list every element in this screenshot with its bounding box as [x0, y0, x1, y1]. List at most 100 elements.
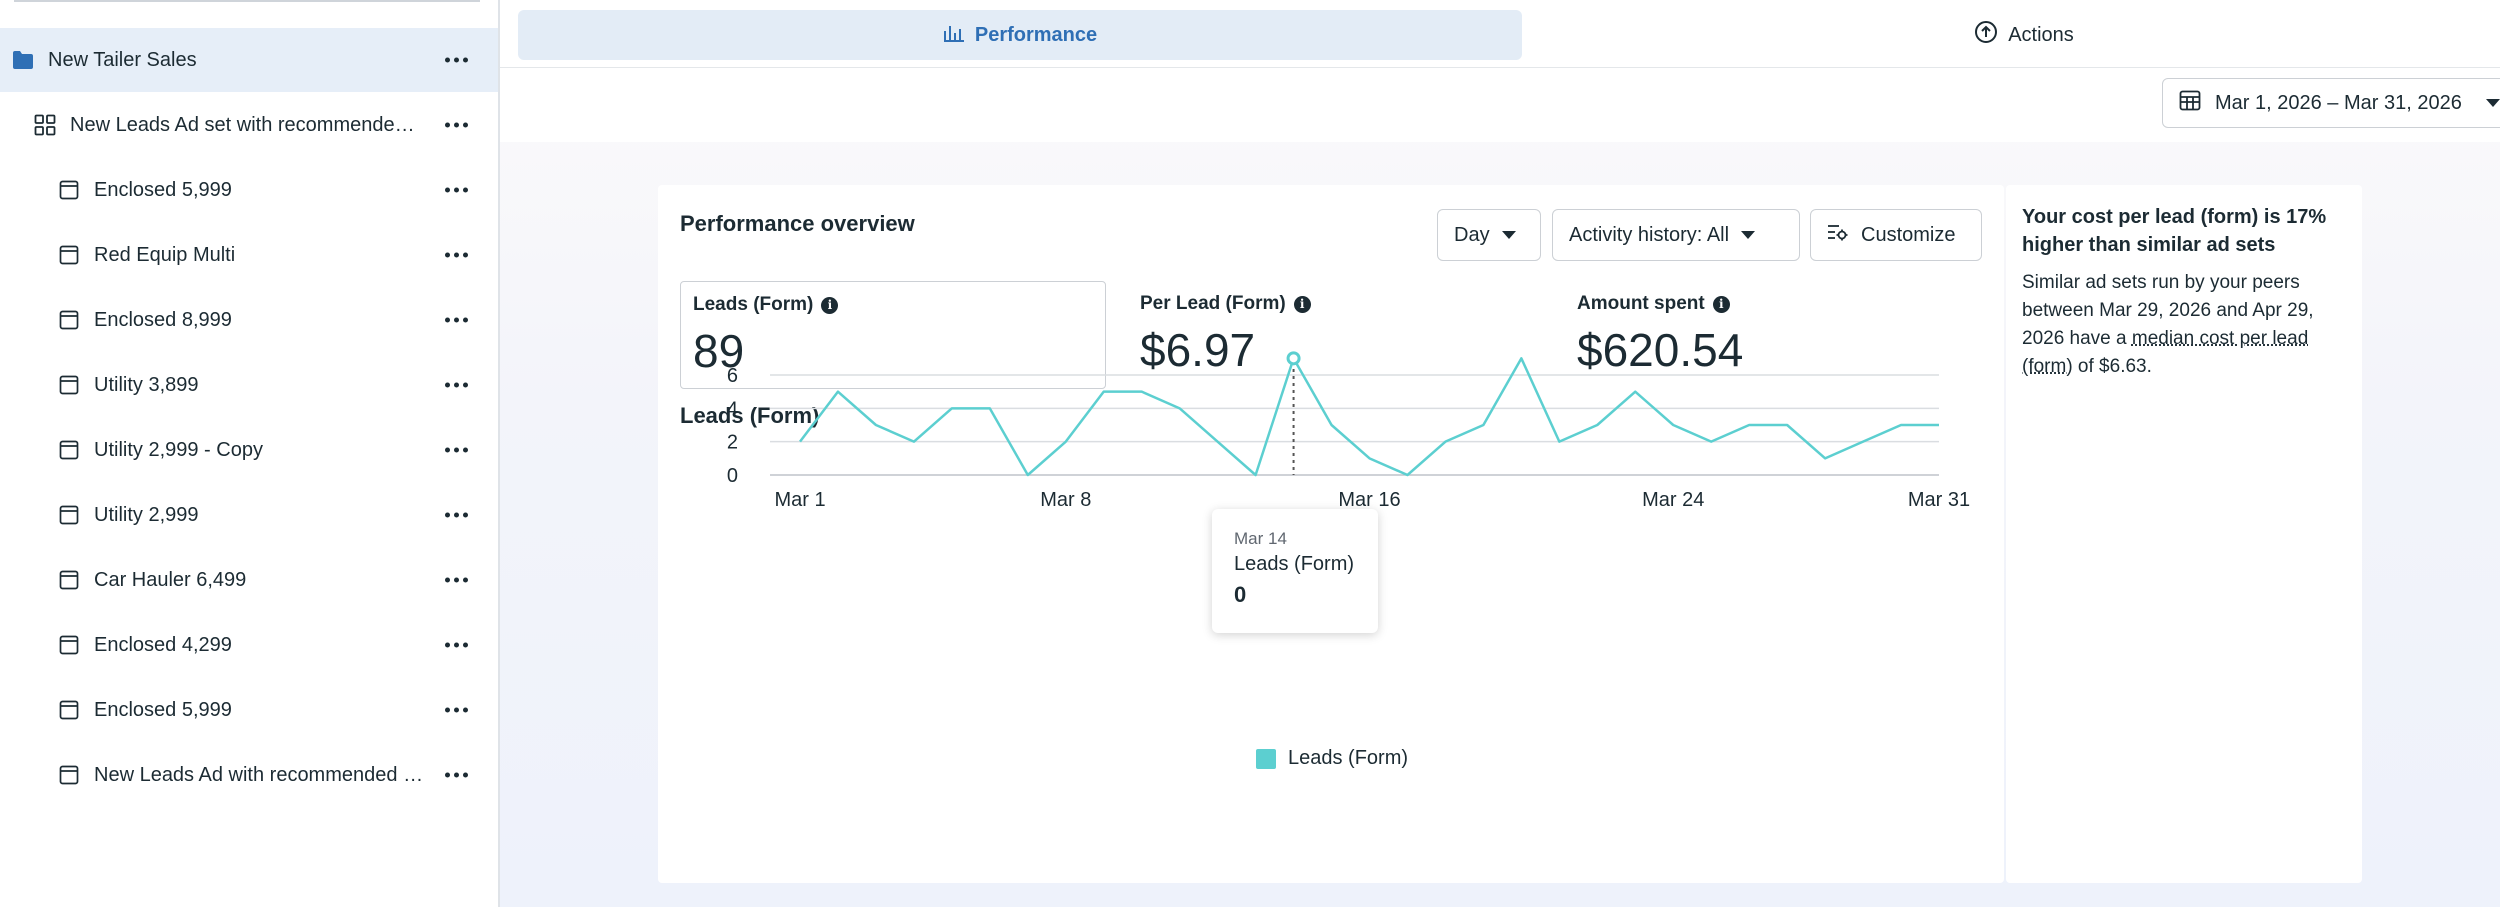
calendar-icon — [2179, 89, 2201, 117]
grid-icon — [34, 114, 56, 136]
main-content: Mar 1, 2026 – Mar 31, 2026 Performance o… — [500, 68, 2500, 907]
more-options-icon[interactable] — [445, 318, 468, 323]
data-point — [1442, 439, 1448, 445]
ad-icon — [58, 699, 80, 721]
date-range-label: Mar 1, 2026 – Mar 31, 2026 — [2215, 92, 2462, 115]
data-point — [1670, 422, 1676, 428]
data-point — [1746, 422, 1752, 428]
sidebar-item-label: Enclosed 5,999 — [94, 179, 232, 202]
x-tick-label: Mar 1 — [774, 489, 825, 511]
sidebar: New Tailer Sales New Leads Ad set with r… — [0, 0, 500, 907]
sidebar-item-label: Utility 3,899 — [94, 374, 199, 397]
sidebar-item-adset[interactable]: New Leads Ad set with recommended settin… — [0, 93, 498, 157]
sidebar-divider — [14, 0, 480, 2]
data-point — [1253, 472, 1259, 478]
sidebar-item-ad[interactable]: Red Equip Multi — [0, 223, 498, 287]
ad-icon — [58, 569, 80, 591]
ad-icon — [58, 764, 80, 786]
sidebar-item-ad[interactable]: New Leads Ad with recommended settings — [0, 743, 498, 807]
ad-icon — [58, 179, 80, 201]
more-options-icon[interactable] — [445, 253, 468, 258]
sidebar-item-campaign[interactable]: New Tailer Sales — [0, 28, 498, 92]
more-options-icon[interactable] — [445, 513, 468, 518]
sidebar-item-label: Enclosed 5,999 — [94, 699, 232, 722]
data-point — [1860, 439, 1866, 445]
insight-title: Your cost per lead (form) is 17% higher … — [2022, 203, 2346, 259]
y-tick-label: 6 — [727, 365, 738, 387]
sidebar-item-label: Enclosed 8,999 — [94, 309, 232, 332]
sidebar-item-ad[interactable]: Enclosed 4,299 — [0, 613, 498, 677]
tab-actions[interactable]: Actions — [1522, 10, 2500, 60]
sidebar-item-label: New Leads Ad with recommended settings — [94, 764, 424, 787]
y-tick-label: 0 — [727, 465, 738, 487]
more-options-icon[interactable] — [445, 773, 468, 778]
sidebar-item-label: Car Hauler 6,499 — [94, 569, 246, 592]
data-point — [797, 439, 803, 445]
data-point — [1518, 355, 1524, 361]
ad-icon — [58, 634, 80, 656]
more-options-icon[interactable] — [445, 643, 468, 648]
data-point — [1594, 422, 1600, 428]
sidebar-item-ad[interactable]: Utility 2,999 - Copy — [0, 418, 498, 482]
sidebar-item-label: New Tailer Sales — [48, 49, 197, 72]
more-options-icon[interactable] — [445, 578, 468, 583]
tooltip-series: Leads (Form) — [1234, 553, 1356, 576]
insight-text: of $6.63. — [2073, 356, 2152, 377]
data-point — [1898, 422, 1904, 428]
sidebar-item-ad[interactable]: Enclosed 5,999 — [0, 678, 498, 742]
legend-swatch — [1256, 749, 1276, 769]
data-point — [835, 389, 841, 395]
data-point — [1936, 422, 1942, 428]
more-options-icon[interactable] — [445, 383, 468, 388]
data-point — [873, 422, 879, 428]
sidebar-item-label: Red Equip Multi — [94, 244, 235, 267]
data-point — [1139, 389, 1145, 395]
tab-label: Performance — [975, 24, 1097, 47]
data-point — [1556, 439, 1562, 445]
more-options-icon[interactable] — [445, 448, 468, 453]
data-point — [1708, 439, 1714, 445]
data-point — [1329, 422, 1335, 428]
x-tick-label: Mar 24 — [1642, 489, 1704, 511]
date-bar: Mar 1, 2026 – Mar 31, 2026 — [500, 68, 2500, 142]
tab-label: Actions — [2008, 24, 2074, 47]
arrow-up-circle-icon — [1974, 20, 1998, 50]
leads-line-chart: 0 2 4 6 Mar 1 Mar 8 Mar 16 Mar 24 Mar 31 — [658, 185, 2004, 785]
data-point — [1632, 389, 1638, 395]
date-range-picker[interactable]: Mar 1, 2026 – Mar 31, 2026 — [2162, 78, 2500, 128]
chevron-down-icon — [2486, 99, 2500, 107]
more-options-icon[interactable] — [445, 708, 468, 713]
tab-performance[interactable]: Performance — [518, 10, 1522, 60]
data-point — [1101, 389, 1107, 395]
data-point — [1177, 405, 1183, 411]
x-tick-label: Mar 16 — [1338, 489, 1400, 511]
data-point — [911, 439, 917, 445]
data-point — [1822, 455, 1828, 461]
data-point — [1404, 472, 1410, 478]
data-point — [1025, 472, 1031, 478]
more-options-icon[interactable] — [445, 123, 468, 128]
highlight-point — [1288, 353, 1299, 364]
sidebar-item-ad[interactable]: Utility 3,899 — [0, 353, 498, 417]
more-options-icon[interactable] — [445, 58, 468, 63]
sidebar-item-ad[interactable]: Car Hauler 6,499 — [0, 548, 498, 612]
legend-label: Leads (Form) — [1288, 747, 1408, 770]
data-point — [987, 405, 993, 411]
performance-overview-card: Performance overview Day Activity histor… — [658, 185, 2004, 883]
sidebar-item-ad[interactable]: Enclosed 8,999 — [0, 288, 498, 352]
more-options-icon[interactable] — [445, 188, 468, 193]
insight-panel: Your cost per lead (form) is 17% higher … — [2006, 185, 2362, 883]
x-tick-label: Mar 31 — [1908, 489, 1970, 511]
sidebar-item-label: New Leads Ad set with recommended settin… — [70, 114, 422, 137]
folder-icon — [12, 49, 34, 71]
tooltip-date: Mar 14 — [1234, 529, 1356, 549]
data-point — [1480, 422, 1486, 428]
data-point — [1215, 439, 1221, 445]
chart-tooltip: Mar 14 Leads (Form) 0 — [1212, 509, 1378, 633]
sidebar-item-ad[interactable]: Utility 2,999 — [0, 483, 498, 547]
insight-body: Similar ad sets run by your peers betwee… — [2022, 269, 2346, 381]
sidebar-item-label: Utility 2,999 — [94, 504, 199, 527]
chart-legend[interactable]: Leads (Form) — [1256, 747, 1408, 770]
sidebar-item-ad[interactable]: Enclosed 5,999 — [0, 158, 498, 222]
data-point — [949, 405, 955, 411]
